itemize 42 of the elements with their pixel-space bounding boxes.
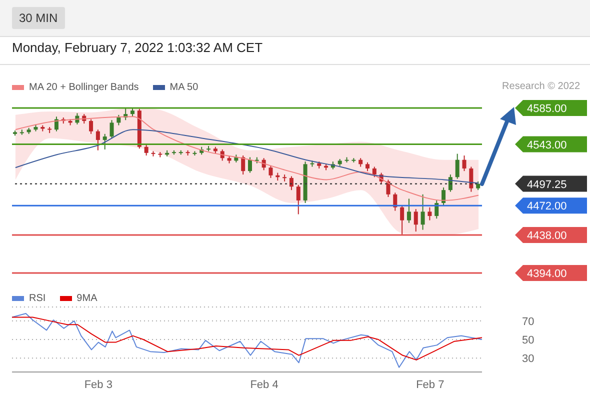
candlestick bbox=[455, 153, 460, 180]
y-tick-label: 4497.25 bbox=[527, 178, 567, 191]
candlestick bbox=[268, 165, 273, 178]
y-tick-label: 4472.00 bbox=[527, 200, 567, 213]
legend-label: MA 50 bbox=[170, 82, 198, 93]
text: Monday, February 7, 2022 1:03:32 AM CET bbox=[12, 40, 263, 55]
y-tick-label: 4585.00 bbox=[527, 103, 567, 115]
y-tick-label: 30 bbox=[522, 352, 534, 365]
line-series bbox=[12, 313, 482, 368]
line-series bbox=[12, 316, 482, 360]
candlestick bbox=[144, 144, 148, 156]
candlestick bbox=[420, 194, 425, 230]
y-tick-label: 4394.00 bbox=[527, 268, 567, 280]
y-tick-label: 4438.00 bbox=[527, 230, 567, 242]
y-tick-label: 4543.00 bbox=[527, 139, 567, 152]
candlestick bbox=[400, 205, 404, 236]
candlestick bbox=[462, 155, 466, 172]
candlestick bbox=[110, 120, 114, 139]
candlestick bbox=[96, 129, 100, 151]
candlestick bbox=[54, 116, 58, 132]
candlestick bbox=[102, 133, 107, 150]
candlestick bbox=[296, 184, 300, 215]
candlestick bbox=[372, 166, 376, 178]
x-tick-label: Feb 3 bbox=[84, 378, 112, 391]
candlestick bbox=[442, 186, 446, 206]
candlestick bbox=[414, 208, 418, 232]
candlestick bbox=[248, 156, 252, 174]
candlestick bbox=[428, 206, 432, 221]
candlestick bbox=[89, 118, 94, 134]
candlestick bbox=[406, 198, 411, 224]
candlestick bbox=[116, 114, 121, 126]
chart-subtitle: 30 MIN bbox=[12, 7, 65, 29]
legend-label: RSI bbox=[29, 293, 46, 304]
text: Research © 2022 bbox=[502, 81, 580, 92]
y-tick-label: 50 bbox=[522, 334, 534, 346]
x-tick-label: Feb 4 bbox=[250, 378, 278, 391]
y-tick-label: 70 bbox=[522, 316, 534, 328]
candlestick bbox=[241, 155, 246, 176]
legend-label: MA 20 + Bollinger Bands bbox=[29, 82, 139, 93]
legend-label: 9MA bbox=[76, 293, 98, 304]
x-tick-label: Feb 7 bbox=[416, 378, 444, 391]
candlestick bbox=[289, 176, 294, 191]
